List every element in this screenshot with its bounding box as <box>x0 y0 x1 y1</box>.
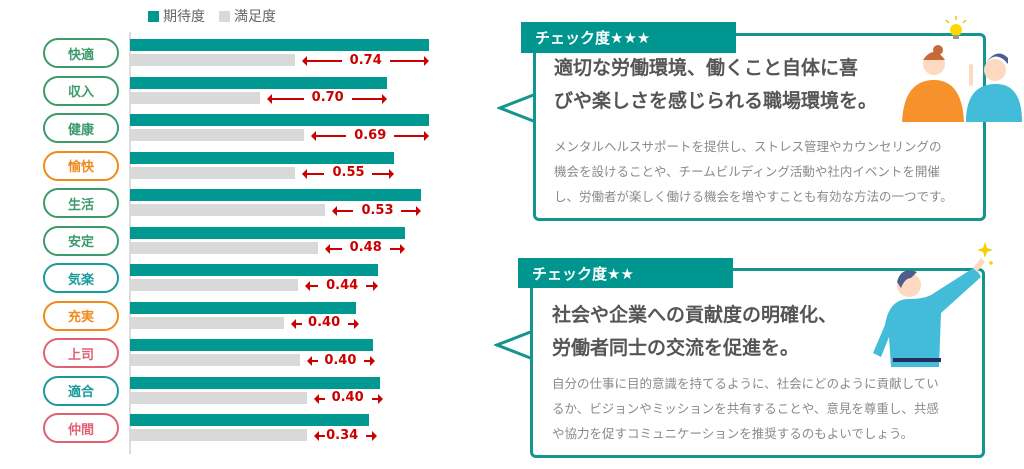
gap-arrow-right <box>348 318 360 329</box>
title-line: びや楽しさを感じられる職場環境を。 <box>554 90 878 112</box>
two-people-illustration <box>902 16 1022 122</box>
title-line: 労働者同士の交流を促進を。 <box>552 337 800 359</box>
category-label: 生活 <box>43 188 119 218</box>
gap-value-label: 0.48 <box>349 240 382 255</box>
panel-body: 自分の仕事に目的意識を持てるように、社会にどのように貢献してい るか、ビジョンや… <box>552 371 939 446</box>
lightbulb-icon <box>945 16 967 39</box>
bar-expectation <box>130 76 388 89</box>
bar-satisfaction <box>130 54 295 66</box>
gap-value-label: 0.74 <box>349 52 382 68</box>
gap-value-label: 0.34 <box>326 427 359 443</box>
pointing-person-illustration <box>873 242 993 367</box>
gap-arrow-right <box>366 431 378 441</box>
gap-value-label: 0.40 <box>324 352 357 368</box>
category-label: 上司 <box>43 338 119 368</box>
legend-item-expectation: 期待度 <box>148 6 205 26</box>
body-line: や協力を促すコミュニケーションを推奨するのもよいでしょう。 <box>552 426 914 441</box>
body-line: メンタルヘルスサポートを提供し、ストレス管理やカウンセリングの <box>554 139 942 154</box>
bar-expectation <box>130 114 429 126</box>
category-label: 収入 <box>43 75 119 106</box>
chart-legend: 期待度 満足度 <box>148 6 276 26</box>
legend-swatch <box>148 11 159 22</box>
gap-arrow-left <box>325 243 342 254</box>
speech-tail <box>494 329 534 361</box>
legend-swatch <box>219 11 230 22</box>
category-label: 仲間 <box>43 413 119 443</box>
gap-arrow-right <box>389 243 406 254</box>
bar-satisfaction <box>130 91 261 104</box>
body-line: し、労働者が楽しく働ける機会を増やすことも有効な方法の一つです。 <box>554 189 953 204</box>
gap-arrow-left <box>332 206 354 216</box>
gap-value-label: 0.40 <box>331 390 364 405</box>
bar-satisfaction <box>130 391 308 404</box>
legend-label: 期待度 <box>163 9 205 25</box>
panel-check-3 <box>533 33 986 221</box>
bar-satisfaction <box>130 429 308 441</box>
bar-satisfaction <box>130 279 299 291</box>
bar-satisfaction <box>130 316 284 329</box>
title-line: 社会や企業への貢献度の明確化、 <box>552 304 838 326</box>
gap-arrow-right <box>371 393 383 404</box>
gap-value-label: 0.69 <box>354 127 387 143</box>
bar-expectation <box>130 151 395 164</box>
panel-title: 社会や企業への貢献度の明確化、 労働者同士の交流を促進を。 <box>552 299 837 365</box>
gap-value-label: 0.70 <box>311 90 344 105</box>
category-label: 安定 <box>43 225 119 256</box>
gap-arrow-left <box>314 393 326 404</box>
gap-arrow-right <box>394 131 430 141</box>
category-label: 快適 <box>43 38 119 68</box>
sparkle-icon <box>977 242 993 265</box>
body-line: 自分の仕事に目的意識を持てるように、社会にどのように貢献してい <box>552 376 939 391</box>
gap-arrow-right <box>372 168 394 179</box>
title-line: 適切な労働環境、働くこと自体に喜 <box>554 57 859 79</box>
bar-satisfaction <box>130 241 319 254</box>
category-label: 適合 <box>43 375 119 406</box>
gap-arrow-left <box>307 356 319 366</box>
check-level-tag: チェック度★★★ <box>521 22 736 53</box>
bar-expectation <box>130 414 369 426</box>
bar-satisfaction <box>130 166 295 179</box>
category-label: 健康 <box>43 113 119 143</box>
gap-arrow-right <box>364 356 376 366</box>
body-line: 機会を設けることや、チームビルディング活動や社内イベントを開催 <box>554 164 940 179</box>
category-label: 愉快 <box>43 150 119 181</box>
bar-expectation <box>130 39 429 51</box>
check-level-tag: チェック度★★ <box>518 258 733 288</box>
bar-expectation <box>130 339 373 351</box>
legend-label: 満足度 <box>234 9 276 25</box>
gap-value-label: 0.40 <box>308 315 341 330</box>
gap-value-label: 0.44 <box>326 277 359 293</box>
gap-value-label: 0.53 <box>361 202 394 218</box>
bar-satisfaction <box>130 354 301 366</box>
gap-arrow-left <box>301 168 325 179</box>
gap-arrow-right <box>351 93 388 104</box>
bar-expectation <box>130 189 422 201</box>
bar-expectation <box>130 264 378 276</box>
gap-arrow-left <box>290 318 302 329</box>
panel-body: メンタルヘルスサポートを提供し、ストレス管理やカウンセリングの 機会を設けること… <box>554 134 953 209</box>
gap-arrow-right <box>366 281 378 291</box>
bar-satisfaction <box>130 204 326 216</box>
bar-satisfaction <box>130 129 304 141</box>
gap-value-label: 0.55 <box>332 165 365 180</box>
gap-arrow-left <box>310 131 347 141</box>
category-label: 充実 <box>43 300 119 331</box>
body-line: るか、ビジョンやミッションを共有することや、意見を尊重し、共感 <box>552 401 939 416</box>
gap-arrow-right <box>401 206 422 216</box>
gap-arrow-right <box>389 56 429 66</box>
bar-expectation <box>130 376 380 389</box>
gap-arrow-left <box>267 93 304 104</box>
gap-arrow-left <box>314 431 326 441</box>
gap-arrow-left <box>301 56 342 66</box>
panel-title: 適切な労働環境、働くこと自体に喜 びや楽しさを感じられる職場環境を。 <box>554 52 877 118</box>
legend-item-satisfaction: 満足度 <box>219 6 276 26</box>
category-label: 気楽 <box>43 263 119 293</box>
bar-expectation <box>130 226 406 239</box>
speech-tail <box>497 92 537 124</box>
bar-expectation <box>130 301 357 314</box>
gap-arrow-left <box>305 281 319 291</box>
